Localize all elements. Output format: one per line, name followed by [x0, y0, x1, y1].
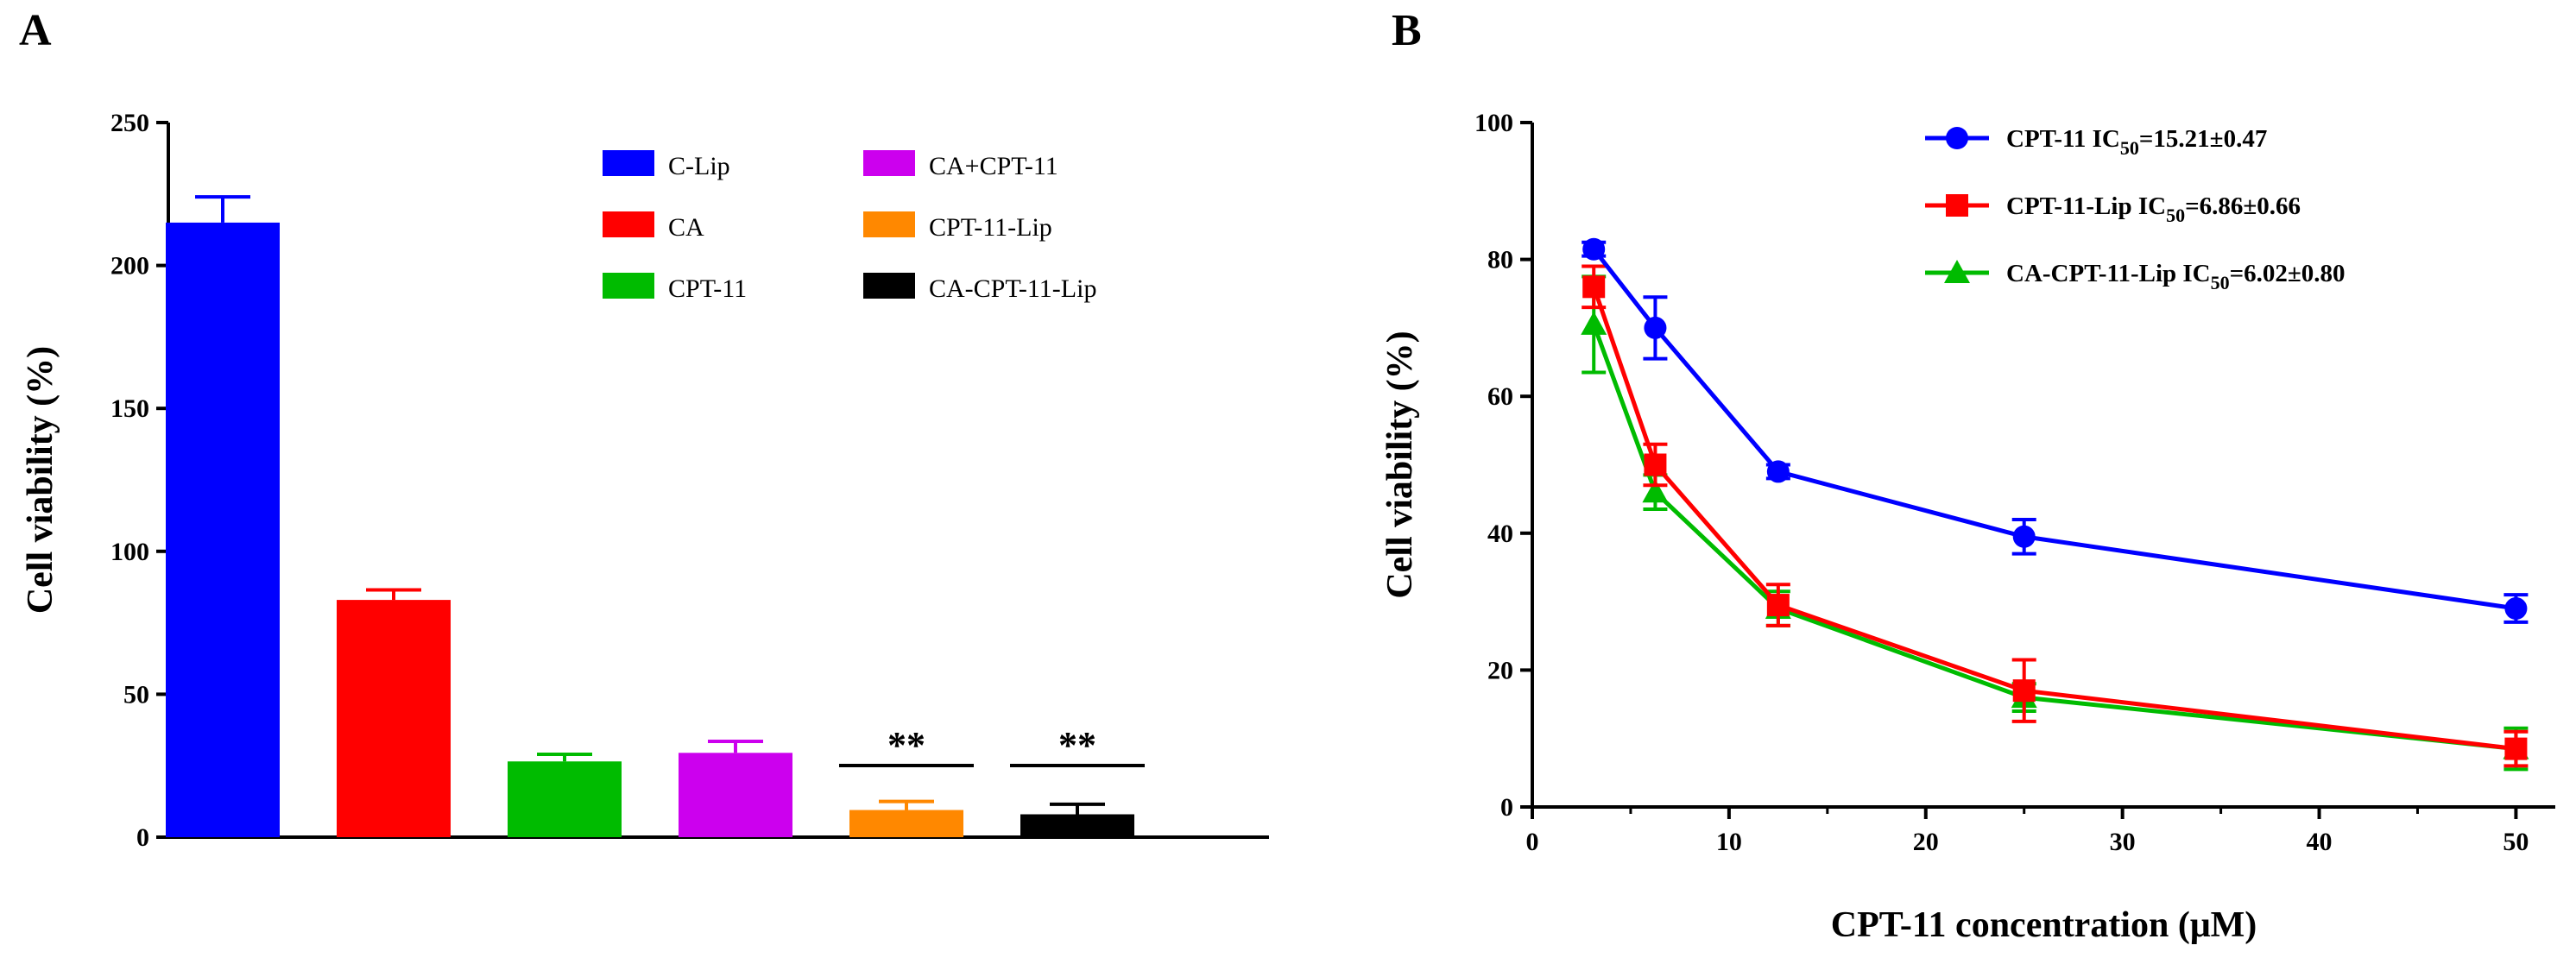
legend-marker-CA-CPT-11-Lip [1944, 260, 1970, 283]
x-tick-label: 40 [2307, 828, 2333, 856]
legend-label-CA+CPT-11: CA+CPT-11 [929, 152, 1058, 180]
y-tick-label: 200 [110, 252, 149, 280]
data-point-CPT-11 [1644, 316, 1667, 339]
panel-a-label: A [19, 6, 52, 55]
bar-CPT-11 [508, 761, 622, 837]
y-tick-label: 80 [1487, 246, 1513, 274]
y-tick-label: 50 [123, 680, 149, 709]
legend-label-CA: CA [668, 213, 704, 242]
bar-CPT-11-Lip [849, 810, 963, 837]
legend-marker-CPT-11-Lip [1946, 194, 1968, 217]
data-point-CPT-11 [2504, 597, 2528, 621]
legend-swatch-CA [603, 211, 654, 237]
data-point-CPT-11-Lip [1766, 594, 1790, 617]
bar-CA [337, 600, 451, 837]
data-point-CPT-11-Lip [2504, 737, 2528, 760]
legend-label-CPT-11-Lip: CPT-11-Lip IC50=6.86±0.66 [2006, 192, 2301, 226]
panel-b-line-chart: 0 20 40 60 80 100 0 10 20 30 40 50 Cell viability (%… [1380, 109, 2555, 945]
data-point-CPT-11 [1582, 237, 1606, 261]
panel-a-bar-chart: 0 50 100 150 200 250 Cell viability (%) ** ** C-L… [21, 109, 1269, 852]
legend-label-CPT-11: CPT-11 IC50=15.21±0.47 [2006, 125, 2267, 159]
legend-label-CA-CPT-11-Lip: CA-CPT-11-Lip IC50=6.02±0.80 [2006, 260, 2346, 293]
legend-swatch-CA+CPT-11 [863, 150, 915, 176]
series-line-CPT-11-Lip [1591, 286, 2516, 752]
x-tick-label: 20 [1913, 828, 1939, 856]
bar-CA+CPT-11 [679, 753, 792, 837]
legend-label-CPT-11-Lip: CPT-11-Lip [929, 213, 1052, 242]
y-tick-label: 0 [136, 823, 149, 852]
y-tick-label: 20 [1487, 656, 1513, 684]
y-tick-label: 100 [1474, 109, 1513, 137]
data-point-CPT-11 [1766, 460, 1790, 483]
y-tick-label: 150 [110, 394, 149, 423]
legend-label-CA-CPT-11-Lip: CA-CPT-11-Lip [929, 274, 1096, 303]
legend-label-CPT-11: CPT-11 [668, 274, 747, 303]
y-tick-label: 60 [1487, 382, 1513, 411]
bar-C-Lip [166, 222, 280, 837]
data-point-CPT-11-Lip [1582, 275, 1606, 299]
x-tick-label: 10 [1716, 828, 1742, 856]
y-axis-title: Cell viability (%) [1380, 331, 1420, 598]
legend-label-C-Lip: C-Lip [668, 152, 730, 180]
y-axis-title: Cell viability (%) [21, 346, 60, 614]
y-tick-label: 100 [110, 538, 149, 566]
panel-b-label: B [1392, 6, 1422, 55]
legend-swatch-CA-CPT-11-Lip [863, 273, 915, 299]
y-tick-label: 40 [1487, 520, 1513, 548]
data-point-CA-CPT-11-Lip [1581, 311, 1607, 335]
legend-swatch-CPT-11-Lip [863, 211, 915, 237]
x-tick-label: 0 [1526, 828, 1539, 856]
significance-marker: ** [887, 724, 925, 766]
significance-marker: ** [1058, 724, 1096, 766]
series-line-CA-CPT-11-Lip [1591, 324, 2516, 752]
x-tick-label: 50 [2503, 828, 2529, 856]
data-point-CPT-11-Lip [2012, 679, 2036, 703]
legend-swatch-C-Lip [603, 150, 654, 176]
data-point-CPT-11 [2012, 525, 2036, 548]
x-tick-label: 30 [2110, 828, 2136, 856]
legend-marker-CPT-11 [1946, 127, 1968, 149]
y-tick-label: 250 [110, 109, 149, 137]
data-point-CA-CPT-11-Lip [1642, 479, 1669, 503]
legend-swatch-CPT-11 [603, 273, 654, 299]
bar-CA-CPT-11-Lip [1020, 814, 1134, 837]
y-tick-label: 0 [1500, 793, 1513, 822]
x-axis-title: CPT-11 concentration (μM) [1831, 905, 2257, 945]
data-point-CPT-11-Lip [1644, 453, 1667, 476]
